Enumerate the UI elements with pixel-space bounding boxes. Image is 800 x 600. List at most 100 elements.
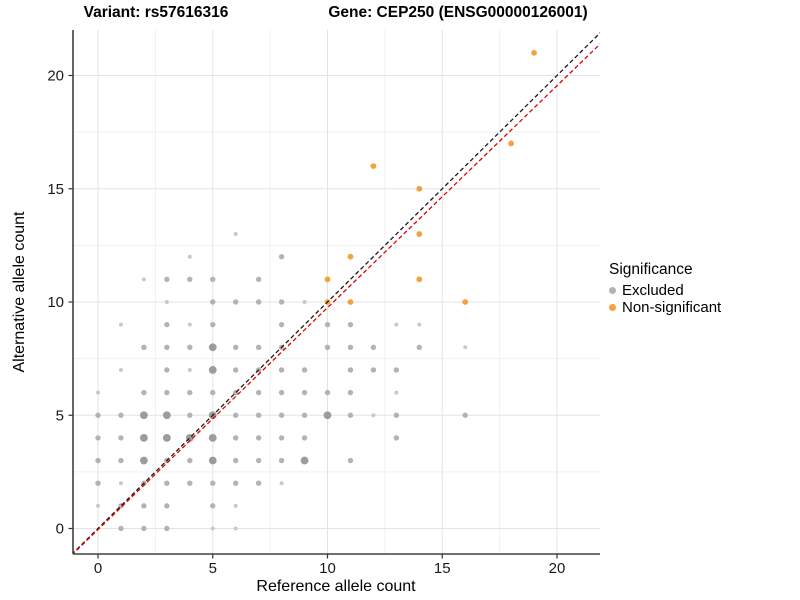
- data-point-excluded: [278, 367, 285, 373]
- data-point-excluded: [347, 321, 354, 328]
- data-point-excluded: [278, 299, 285, 305]
- data-point-excluded: [233, 457, 239, 464]
- data-point-excluded: [141, 277, 146, 282]
- data-point-excluded: [164, 300, 169, 304]
- data-point-excluded: [300, 456, 309, 465]
- data-point-excluded: [279, 481, 284, 486]
- data-point-excluded: [208, 434, 217, 442]
- data-point-excluded: [164, 276, 170, 283]
- legend-label-excluded: Excluded: [622, 282, 684, 299]
- data-point-excluded: [278, 389, 285, 396]
- x-tick-label: 5: [209, 560, 217, 577]
- data-point-non-significant: [416, 231, 423, 237]
- data-point-excluded: [233, 435, 239, 441]
- x-tick-label: 10: [319, 560, 336, 577]
- data-point-excluded: [370, 344, 377, 350]
- data-point-excluded: [278, 457, 285, 464]
- data-point-excluded: [323, 411, 332, 420]
- data-point-excluded: [255, 299, 262, 305]
- data-point-excluded: [347, 389, 354, 396]
- data-point-excluded: [462, 412, 468, 418]
- axes: [72, 30, 600, 555]
- data-point-excluded: [255, 389, 262, 396]
- data-point-excluded: [255, 276, 262, 283]
- data-point-non-significant: [462, 299, 469, 305]
- x-axis-title: Reference allele count: [256, 578, 416, 595]
- data-point-excluded: [187, 457, 193, 464]
- data-point-excluded: [278, 321, 285, 328]
- y-tick-label: 10: [47, 294, 64, 311]
- x-tick-label: 0: [94, 560, 102, 577]
- data-point-excluded: [301, 389, 308, 396]
- legend-title: Significance: [609, 261, 693, 278]
- data-point-excluded: [164, 480, 170, 486]
- tick-marks-and-labels: 0 5 10 15 20 0 5 10 15 20: [47, 68, 565, 578]
- minor-gridlines: [73, 30, 600, 554]
- data-point-excluded: [302, 300, 307, 304]
- data-point-excluded: [118, 322, 123, 327]
- gene-title: Gene: CEP250 (ENSG00000126001): [328, 4, 588, 21]
- data-point-non-significant: [416, 276, 423, 283]
- data-point-excluded: [347, 344, 354, 350]
- data-point-excluded: [162, 411, 171, 420]
- data-point-excluded: [208, 343, 217, 352]
- y-tick-label: 5: [56, 407, 64, 424]
- data-point-excluded: [164, 389, 170, 396]
- data-point-excluded: [370, 367, 377, 373]
- data-point-excluded: [187, 480, 193, 486]
- y-tick-label: 20: [47, 68, 64, 85]
- data-point-excluded: [393, 435, 400, 441]
- data-point-excluded: [255, 435, 262, 441]
- x-tick-label: 20: [549, 560, 566, 577]
- identity-line: [73, 32, 600, 554]
- data-point-excluded: [278, 435, 285, 441]
- data-point-excluded: [187, 322, 192, 327]
- data-point-excluded: [393, 412, 400, 418]
- data-point-non-significant: [324, 276, 331, 283]
- data-point-non-significant: [347, 253, 354, 260]
- data-point-non-significant: [508, 140, 514, 147]
- major-gridlines: [73, 30, 600, 554]
- data-point-excluded: [210, 480, 216, 486]
- data-point-excluded: [187, 367, 192, 372]
- data-point-excluded: [118, 412, 124, 418]
- data-point-excluded: [140, 411, 148, 420]
- data-point-excluded: [255, 480, 262, 486]
- data-point-excluded: [118, 457, 124, 464]
- data-point-excluded: [324, 389, 331, 396]
- data-point-excluded: [347, 457, 354, 464]
- data-point-non-significant: [347, 299, 354, 305]
- legend-item-excluded: Excluded: [609, 282, 721, 299]
- data-point-excluded: [255, 457, 262, 464]
- data-point-excluded: [164, 503, 170, 509]
- data-point-non-significant: [416, 185, 423, 192]
- data-points: [95, 49, 537, 532]
- fit-line: [73, 43, 600, 554]
- data-point-excluded: [162, 434, 171, 442]
- legend: Significance Excluded Non-significant: [609, 261, 721, 316]
- data-point-non-significant: [370, 163, 377, 170]
- data-point-excluded: [324, 321, 331, 328]
- data-point-excluded: [210, 321, 216, 328]
- data-point-excluded: [255, 412, 262, 418]
- data-point-excluded: [301, 367, 308, 373]
- data-point-excluded: [187, 254, 192, 259]
- data-point-excluded: [118, 481, 123, 486]
- data-point-excluded: [141, 525, 147, 532]
- data-point-excluded: [347, 367, 354, 373]
- data-point-excluded: [164, 344, 170, 350]
- data-point-excluded: [164, 525, 170, 532]
- data-point-excluded: [233, 299, 239, 305]
- y-tick-label: 0: [56, 521, 64, 538]
- data-point-excluded: [187, 412, 193, 418]
- data-point-excluded: [255, 344, 262, 350]
- data-point-excluded: [118, 525, 124, 532]
- data-point-excluded: [164, 367, 170, 373]
- x-tick-label: 15: [434, 560, 451, 577]
- data-point-excluded: [208, 456, 217, 465]
- data-point-excluded: [394, 390, 399, 395]
- data-point-excluded: [140, 456, 148, 465]
- legend-label-non-significant: Non-significant: [622, 299, 722, 316]
